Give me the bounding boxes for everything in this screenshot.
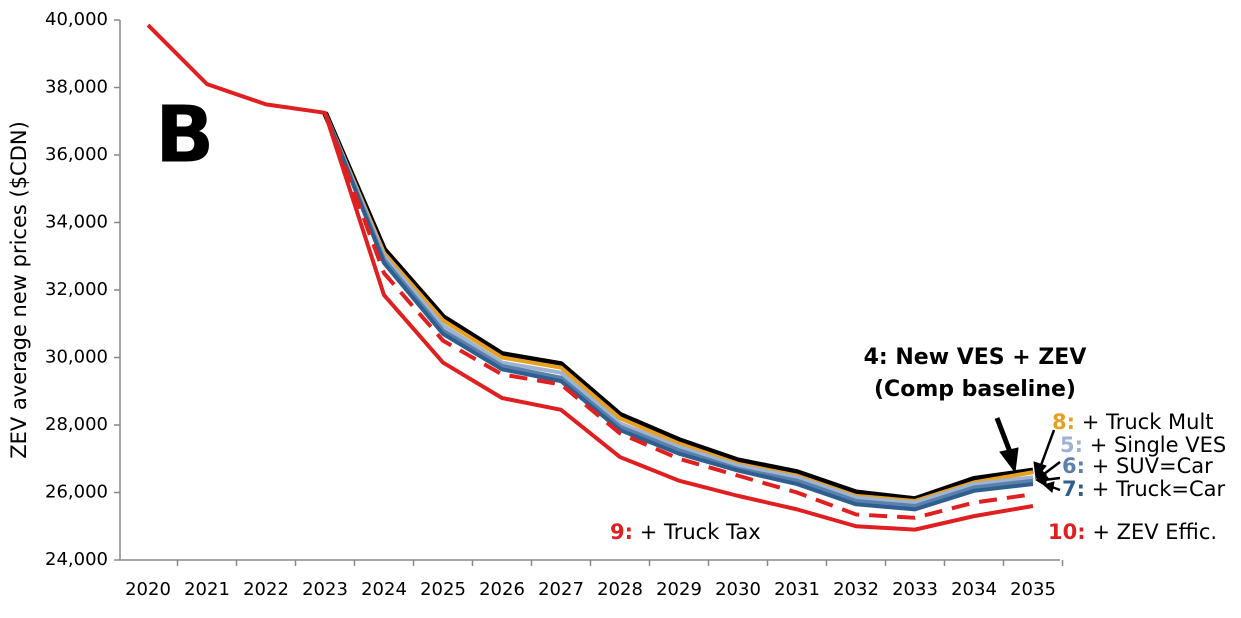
x-tick-label: 2023: [302, 579, 348, 600]
legend-text: + Truck Mult: [1082, 410, 1214, 434]
x-tick-label: 2034: [951, 579, 997, 600]
y-tick-label: 30,000: [45, 347, 108, 368]
legend-text: + Truck=Car: [1092, 477, 1226, 501]
legend-text: + ZEV Effic.: [1092, 520, 1217, 544]
series-line: [323, 112, 1034, 503]
x-tick-label: 2032: [833, 579, 879, 600]
x-tick-label: 2031: [774, 579, 820, 600]
x-tick-label: 2027: [538, 579, 584, 600]
x-tick-label: 2021: [184, 579, 230, 600]
x-tick-label: 2028: [597, 579, 643, 600]
arrows: [994, 417, 1061, 493]
legend-tag: 7:: [1062, 477, 1085, 501]
x-tick-label: 2024: [361, 579, 407, 600]
series-line: [323, 112, 1034, 520]
legend-tag: 10:: [1048, 520, 1086, 544]
y-tick-label: 36,000: [45, 144, 108, 165]
x-tick-label: 2026: [479, 579, 525, 600]
legend-label: 9: + Truck Tax: [610, 520, 761, 544]
legend-label: 5: + Single VES: [1060, 433, 1226, 457]
legend-label: 8: + Truck Mult: [1052, 410, 1214, 434]
legend-text: + SUV=Car: [1092, 454, 1213, 478]
x-tick-label: 2025: [420, 579, 466, 600]
legend-text: + Single VES: [1090, 433, 1226, 457]
x-tick-label: 2020: [125, 579, 171, 600]
legend-tag: 5:: [1060, 433, 1083, 457]
y-axis-label: ZEV average new prices ($CDN): [7, 121, 31, 459]
y-tick-label: 40,000: [45, 9, 108, 30]
y-tick-label: 28,000: [45, 414, 108, 435]
x-tick-label: 2022: [243, 579, 289, 600]
annotation: (Comp baseline): [874, 377, 1076, 402]
legend-tag: 9:: [610, 520, 633, 544]
x-tick-label: 2033: [892, 579, 938, 600]
x-tick-label: 2035: [1010, 579, 1056, 600]
x-tick-label: 2029: [656, 579, 702, 600]
legend-label: 6: + SUV=Car: [1062, 454, 1213, 478]
y-tick-label: 24,000: [45, 549, 108, 570]
panel-label: B: [155, 90, 214, 180]
y-tick-label: 26,000: [45, 482, 108, 503]
legend-text: + Truck Tax: [640, 520, 761, 544]
series-line: [323, 112, 1034, 505]
series-line: [323, 112, 1034, 512]
x-tick-label: 2030: [715, 579, 761, 600]
y-tick-label: 34,000: [45, 212, 108, 233]
y-tick-label: 38,000: [45, 77, 108, 98]
series-line: [146, 23, 1034, 532]
legend-tag: 6:: [1062, 454, 1085, 478]
y-tick-label: 32,000: [45, 279, 108, 300]
series-line: [323, 112, 1034, 508]
annotation: 4: New VES + ZEV: [864, 345, 1087, 370]
legend-label: 7: + Truck=Car: [1062, 477, 1225, 501]
legend-label: 10: + ZEV Effic.: [1048, 520, 1217, 544]
legend-tag: 8:: [1052, 410, 1075, 434]
